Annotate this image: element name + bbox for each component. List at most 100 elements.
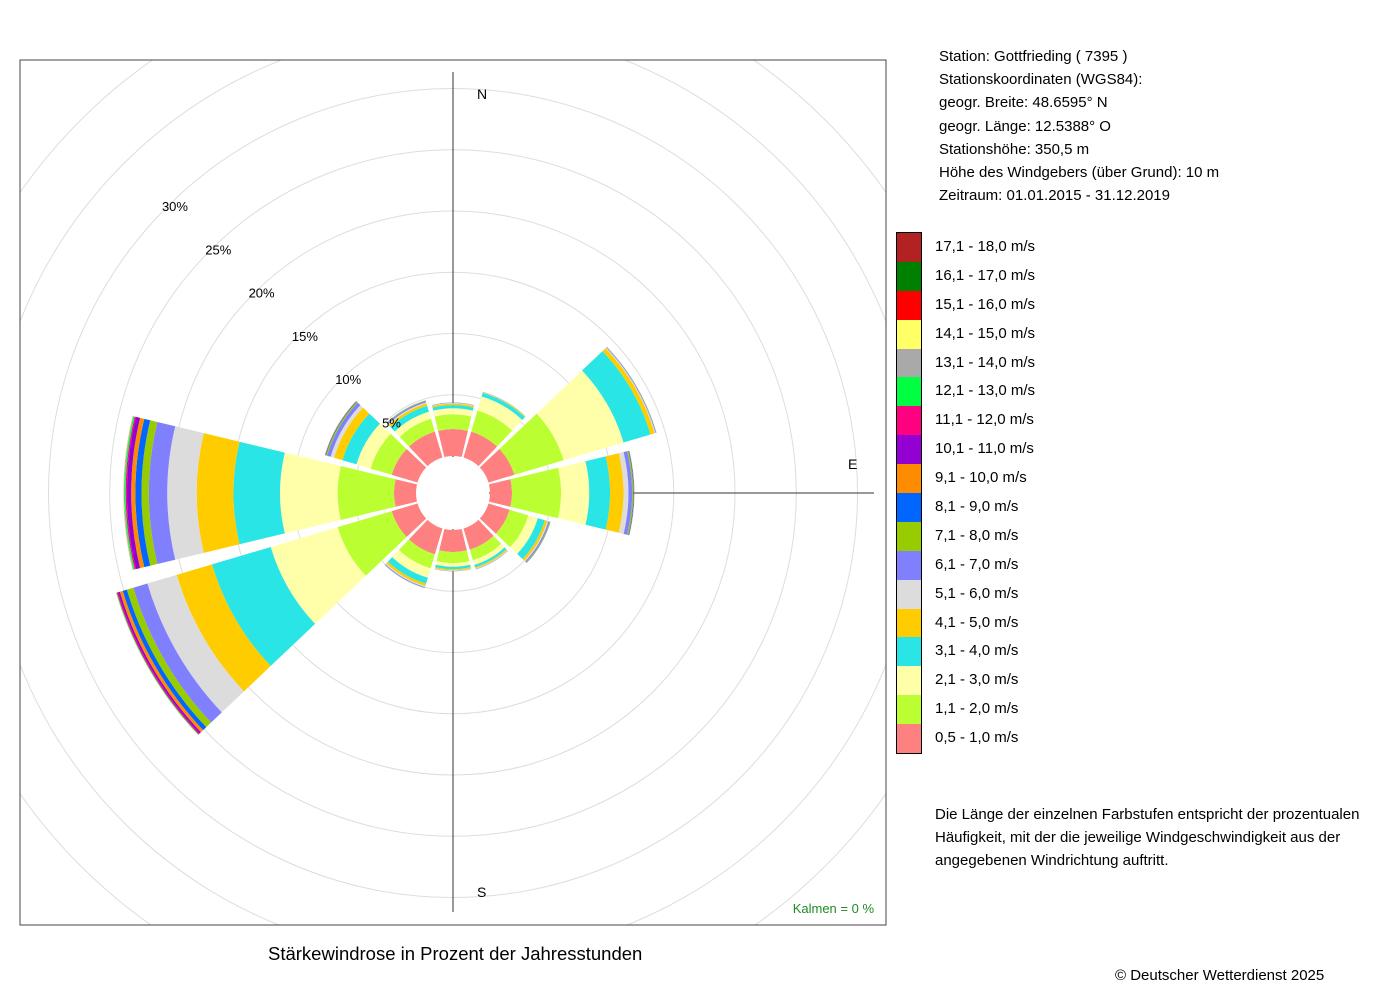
wind-bar-segment: [408, 431, 443, 467]
legend-label: 4,1 - 5,0 m/s: [935, 613, 1019, 631]
wind-bar-segment: [211, 546, 316, 667]
station-height: Stationshöhe: 350,5 m: [939, 140, 1090, 158]
legend-label: 13,1 - 14,0 m/s: [935, 353, 1036, 371]
explanation-note: Die Länge der einzelnen Farbstufen entsp…: [935, 806, 1360, 869]
wind-bar-segment: [431, 402, 475, 406]
wind-bar-segment: [629, 450, 635, 536]
wind-bar-segment: [434, 414, 472, 431]
wind-bar-segment: [618, 452, 629, 534]
wind-bar-segment: [133, 583, 222, 723]
wind-bar-segment: [582, 351, 651, 443]
calm-center-circle: [417, 457, 489, 529]
radial-tick-label: 15%: [292, 329, 318, 344]
legend-label: 1,1 - 2,0 m/s: [935, 700, 1019, 718]
legend-swatch: [897, 261, 921, 291]
legend-swatch: [897, 724, 921, 754]
chart-caption: Stärkewindrose in Prozent der Jahresstun…: [268, 943, 643, 964]
wind-bar-segment: [434, 567, 472, 571]
legend-label: 6,1 - 7,0 m/s: [935, 555, 1019, 573]
legend-labels: 17,1 - 18,0 m/s 16,1 - 17,0 m/s 15,1 - 16,…: [935, 236, 1035, 756]
legend-label: 11,1 - 12,0 m/s: [935, 411, 1034, 429]
legend-label: 12,1 - 13,0 m/s: [935, 382, 1036, 400]
wind-bar-segment: [408, 519, 443, 555]
legend-swatch: [897, 319, 921, 349]
legend-label: 8,1 - 9,0 m/s: [935, 498, 1019, 516]
wind-bar-segment: [524, 520, 549, 562]
wind-bar-segment: [337, 511, 407, 576]
wind-bar-segment: [433, 408, 473, 417]
wind-bar-segment: [536, 370, 624, 461]
station-latitude: geogr. Breite: 48.6595° N: [939, 94, 1108, 112]
wind-bar-segment: [510, 467, 562, 519]
legend-label: 16,1 - 17,0 m/s: [935, 266, 1036, 284]
wind-bar-segment: [386, 561, 427, 587]
wind-bar-segment: [495, 509, 529, 548]
legend-label: 2,1 - 3,0 m/s: [935, 671, 1019, 689]
wind-bar-segment: [472, 543, 505, 565]
wind-bar-segment: [148, 422, 176, 564]
legend-swatch: [897, 550, 921, 580]
wind-bar-segment: [432, 403, 474, 408]
legend-swatch: [897, 695, 921, 725]
sensor-height: Höhe des Windgebers (über Grund): 10 m: [939, 164, 1220, 182]
wind-bar-segment: [517, 518, 545, 559]
wind-bar-segment: [434, 568, 472, 572]
wind-bar-segment: [330, 405, 364, 458]
wind-bar-segment: [327, 402, 361, 457]
wind-bar-segment: [463, 519, 494, 550]
copyright: © Deutscher Wetterdienst 2025: [1115, 967, 1325, 984]
wind-bar-segment: [391, 448, 427, 483]
wind-bar-segment: [525, 521, 550, 563]
wind-bar-segment: [270, 527, 366, 624]
time-period: Zeitraum: 01.01.2015 - 31.12.2019: [939, 187, 1170, 205]
legend-swatch: [897, 608, 921, 638]
legend-label: 14,1 - 15,0 m/s: [935, 324, 1036, 342]
wind-bar-segment: [394, 411, 432, 437]
wind-bar-segment: [522, 520, 548, 561]
legend-swatch: [897, 406, 921, 436]
legend-swatch: [897, 521, 921, 551]
wind-bar-segment: [123, 416, 133, 570]
legend-swatch: [897, 290, 921, 320]
wind-bar-segment: [627, 450, 634, 536]
wind-bar-segment: [479, 448, 515, 483]
wind-bar-segment: [124, 416, 135, 570]
station-name: Station: Gottfrieding ( 7395 ): [939, 48, 1128, 65]
wind-bar-segment: [176, 564, 271, 692]
wind-bar-segment: [602, 348, 655, 435]
wind-bar-segment: [469, 535, 502, 561]
legend-swatch: [897, 493, 921, 522]
wind-bar-segment: [123, 416, 133, 570]
wind-bar-segment: [387, 401, 427, 425]
wind-bar-segment: [131, 417, 145, 569]
wind-bar-segment: [337, 466, 396, 520]
legend-label: 5,1 - 6,0 m/s: [935, 584, 1019, 602]
wind-bar-segment: [463, 431, 498, 467]
wind-bar-segment: [393, 479, 418, 507]
legend-swatch: [897, 233, 921, 262]
wind-bar-segment: [342, 413, 380, 465]
wind-bar-segment: [439, 528, 467, 553]
wind-bar-segment: [370, 433, 407, 475]
coords-title: Stationskoordinaten (WGS84):: [939, 71, 1143, 89]
wind-bar-segment: [474, 547, 507, 568]
legend-swatch: [897, 348, 921, 378]
legend-label: 17,1 - 18,0 m/s: [935, 238, 1036, 255]
plot-frame: [19, 59, 887, 926]
wind-bar-segment: [392, 550, 431, 578]
radial-tick-label: 20%: [249, 286, 275, 301]
wind-bar-segment: [141, 420, 158, 566]
wind-bar-segment: [479, 503, 510, 534]
radial-tick-label: 5%: [382, 416, 401, 431]
wind-bar-segment: [435, 564, 471, 570]
legend-swatch: [897, 377, 921, 407]
wind-bar-segment: [390, 405, 429, 432]
wind-bar-segment: [431, 402, 475, 406]
wind-bar-segment: [387, 557, 428, 584]
wind-bar-segment: [196, 433, 240, 553]
wind-bar-segment: [431, 402, 475, 406]
legend-label: 9,1 - 10,0 m/s: [935, 469, 1027, 487]
compass-label-south: S: [477, 884, 486, 900]
legend-swatch: [897, 435, 921, 465]
wind-bar-segment: [123, 416, 134, 570]
